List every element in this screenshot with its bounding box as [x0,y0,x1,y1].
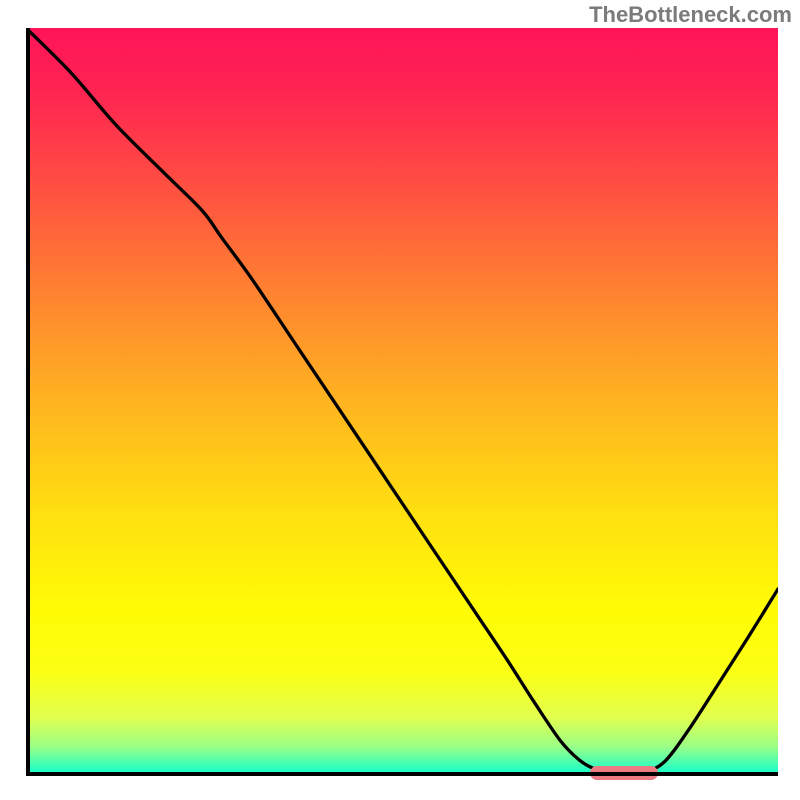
x-axis [26,772,778,776]
plot-area [26,28,778,776]
y-axis [26,28,30,776]
bottleneck-chart: TheBottleneck.com [0,0,800,800]
background-gradient [26,28,778,776]
watermark-label: TheBottleneck.com [589,2,792,28]
